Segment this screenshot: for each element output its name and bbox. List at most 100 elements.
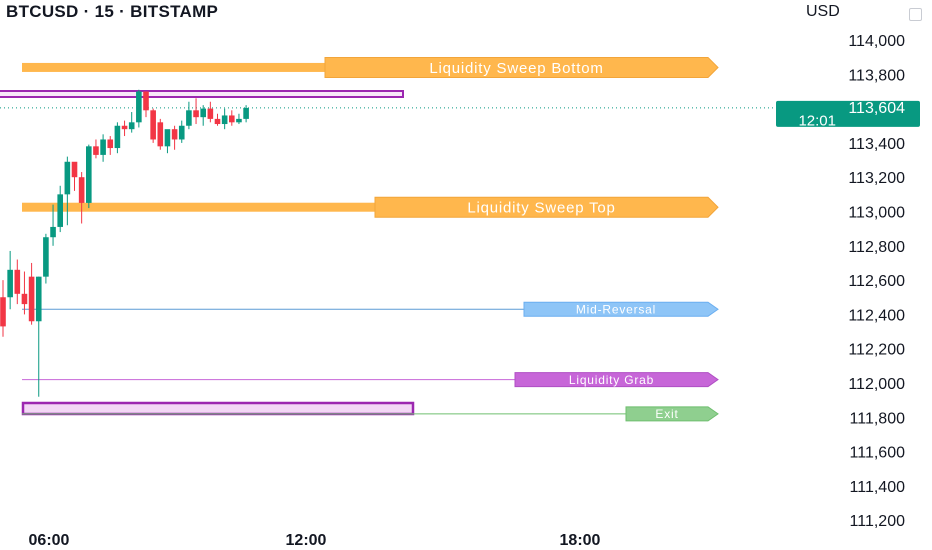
candle xyxy=(71,161,78,191)
annotation-liquidity-sweep-bottom-tag-shape xyxy=(324,56,719,78)
candle xyxy=(236,113,242,125)
candle-body xyxy=(57,194,63,227)
annotation-liquidity-grab-tag-text: Liquidity Grab xyxy=(569,373,654,387)
candle xyxy=(221,108,228,130)
last-price-value: 113,604 xyxy=(848,100,905,117)
candle xyxy=(57,185,63,233)
price-tick-label: 113,800 xyxy=(848,67,905,84)
candle-body xyxy=(28,276,35,322)
candle xyxy=(171,125,178,150)
price-axis: 114,000 113,800 113,400 113,200 113,000 112,8… xyxy=(776,33,920,530)
candle xyxy=(186,101,192,130)
annotation-mid-reversal-tag[interactable]: Mid-Reversal xyxy=(523,301,719,317)
candle xyxy=(21,271,28,315)
candle xyxy=(86,144,92,209)
time-axis: 06:00 12:00 18:00 xyxy=(29,532,601,549)
lines-layer xyxy=(0,107,775,415)
last-price-badge-bg xyxy=(776,100,920,127)
candle xyxy=(128,112,135,133)
candle xyxy=(107,136,114,155)
last-price-badge: 113,604 12:01 xyxy=(776,100,920,129)
annotation-liquidity-sweep-top-tag-text: Liquidity Sweep Top xyxy=(467,200,615,217)
price-tick-label: 114,000 xyxy=(848,33,905,50)
candle xyxy=(121,120,128,137)
candle-body xyxy=(236,118,242,123)
candle-body xyxy=(7,269,13,298)
annotation-liquidity-sweep-top-tag[interactable]: Liquidity Sweep Top xyxy=(374,196,719,218)
candle-body xyxy=(221,115,228,125)
zones-layer xyxy=(0,62,702,416)
candle-body xyxy=(86,146,92,203)
annotation-mid-reversal-tag-text: Mid-Reversal xyxy=(576,303,656,317)
candle xyxy=(157,118,164,150)
price-tick-label: 113,200 xyxy=(848,170,905,187)
price-tick-label: 112,200 xyxy=(848,342,905,359)
candle xyxy=(14,259,21,305)
annotation-liquidity-sweep-bottom-tag-text: Liquidity Sweep Bottom xyxy=(429,60,603,77)
annotation-liquidity-sweep-bottom-tag[interactable]: Liquidity Sweep Bottom xyxy=(324,56,719,78)
price-tick-label: 111,800 xyxy=(850,410,906,427)
candle xyxy=(28,262,35,325)
candle-body xyxy=(35,276,42,322)
annotation-exit-tag-shape xyxy=(625,406,719,422)
candle-body xyxy=(0,297,6,327)
candle xyxy=(229,110,235,126)
candle xyxy=(50,204,56,246)
scale-settings-icon[interactable] xyxy=(909,8,922,21)
candles-layer xyxy=(0,89,249,397)
candle xyxy=(93,139,99,159)
annotation-exit-tag[interactable]: Exit xyxy=(625,406,719,422)
candle-body xyxy=(21,293,28,305)
annotation-liquidity-sweep-top-tag-shape xyxy=(374,196,719,218)
time-tick-label: 06:00 xyxy=(29,532,70,549)
candle-body xyxy=(100,139,106,155)
candle xyxy=(178,120,185,143)
price-tick-label: 112,400 xyxy=(848,307,905,324)
candle-body xyxy=(78,177,85,203)
annotation-liquidity-sweep-top-band xyxy=(22,202,702,212)
price-tick-label: 112,800 xyxy=(848,239,905,256)
annotation-mid-reversal-tag-shape xyxy=(523,301,719,317)
candle xyxy=(214,113,221,126)
candle-body xyxy=(64,161,71,195)
candle xyxy=(114,122,121,154)
candle-body xyxy=(164,129,171,147)
purple-bottom-zone[interactable] xyxy=(21,401,415,416)
price-tick-label: 111,200 xyxy=(850,513,906,530)
chart-title: BTCUSD · 15 · BITSTAMP xyxy=(6,2,219,21)
candle-body xyxy=(229,115,235,123)
candle-body xyxy=(14,269,21,294)
purple-top-zone[interactable] xyxy=(0,90,404,98)
candle-body xyxy=(178,125,185,140)
candle-body xyxy=(200,108,206,118)
currency-label[interactable]: USD xyxy=(806,3,840,20)
candle-body xyxy=(171,129,178,140)
candle xyxy=(35,276,42,397)
candle-body xyxy=(93,146,99,155)
candle xyxy=(143,91,149,118)
candle-body xyxy=(186,110,192,126)
candle xyxy=(43,233,49,284)
annotation-liquidity-grab-tag-shape xyxy=(514,372,719,388)
price-tick-label: 113,400 xyxy=(848,136,905,153)
candle-body xyxy=(243,107,249,119)
candle-body xyxy=(150,110,156,140)
time-tick-label: 18:00 xyxy=(560,532,601,549)
candle xyxy=(136,89,142,128)
price-tick-label: 112,000 xyxy=(848,376,905,393)
candle-body xyxy=(128,122,135,130)
annotation-liquidity-grab-tag[interactable]: Liquidity Grab xyxy=(514,372,719,388)
time-tick-label: 12:00 xyxy=(286,532,327,549)
candle xyxy=(164,129,171,154)
price-tick-label: 112,600 xyxy=(848,273,905,290)
candle-body xyxy=(50,226,56,238)
candle-body xyxy=(136,91,142,123)
countdown-timer: 12:01 xyxy=(798,112,836,129)
candle-body xyxy=(214,118,221,125)
candle-body xyxy=(143,91,149,111)
candle xyxy=(78,172,85,224)
candle-body xyxy=(207,108,214,119)
candle xyxy=(193,98,199,125)
candle-body xyxy=(107,139,114,149)
